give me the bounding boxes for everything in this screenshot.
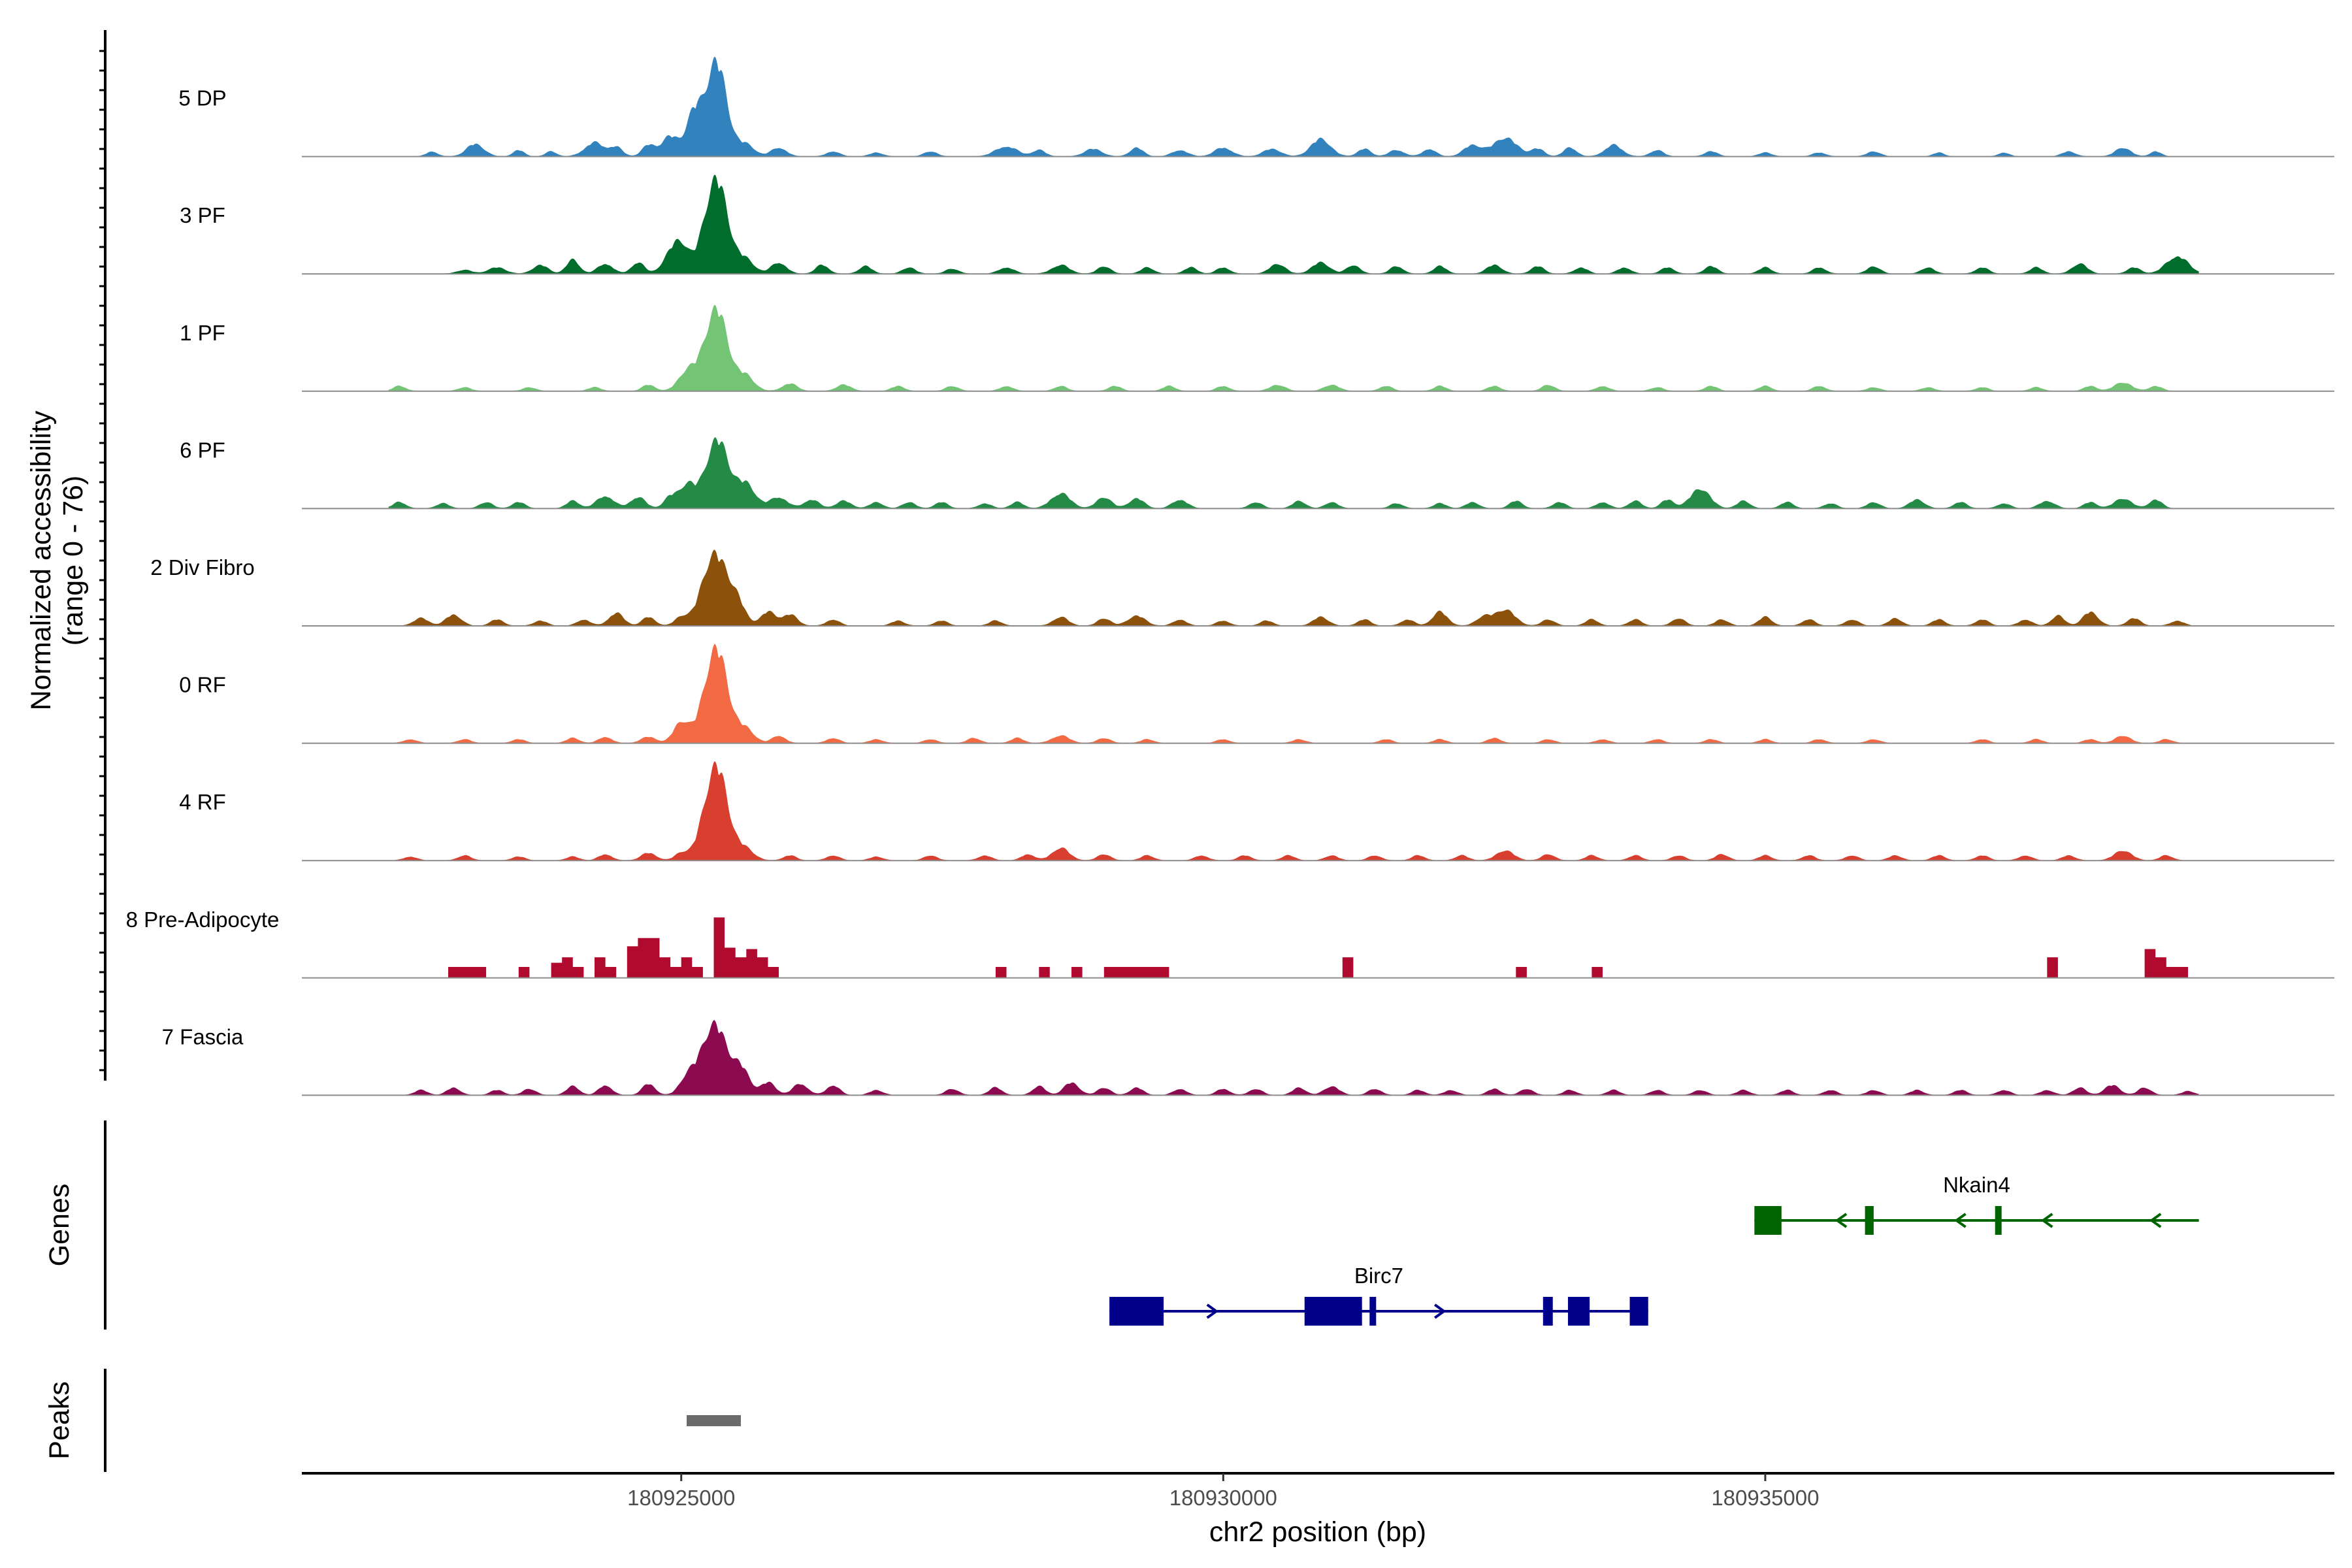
track-1-pf: 1 PF xyxy=(180,304,2334,392)
coverage-area xyxy=(388,644,2199,743)
coverage-area xyxy=(388,437,2199,509)
track-label: 4 RF xyxy=(179,790,226,814)
gene-exon xyxy=(1567,1297,1590,1326)
gene-exon xyxy=(1865,1206,1874,1235)
y-axis-title-line1: Normalized accessibility xyxy=(25,410,57,710)
track-label: 0 RF xyxy=(179,673,226,697)
track-label: 7 Fascia xyxy=(162,1024,244,1049)
x-axis-ticks: 180925000 180930000 180935000 xyxy=(627,1473,1820,1510)
gene-name-label: Nkain4 xyxy=(1943,1173,2010,1197)
gene-annotations: Nkain4 Birc7 xyxy=(1109,1173,2199,1326)
track-3-pf: 3 PF xyxy=(180,174,2334,275)
gene-exon xyxy=(1304,1297,1362,1326)
coverage-area xyxy=(388,56,2178,157)
gene-strand-arrow xyxy=(1206,1303,1219,1319)
track-0-rf: 0 RF xyxy=(179,644,2334,744)
track-label: 1 PF xyxy=(180,321,225,345)
gene-exon xyxy=(1109,1297,1164,1326)
gene-strand-arrow xyxy=(2040,1213,2053,1228)
peak-region xyxy=(687,1415,741,1426)
track-label: 3 PF xyxy=(180,203,225,227)
x-tick-label: 180935000 xyxy=(1711,1486,1819,1510)
track-2-div-fibro: 2 Div Fibro xyxy=(150,549,2334,627)
track-8-pre-adipocyte: 8 Pre-Adipocyte xyxy=(126,907,2334,979)
coverage-area xyxy=(448,917,2188,978)
x-tick-label: 180925000 xyxy=(627,1486,735,1510)
gene-exon xyxy=(1754,1206,1782,1235)
peak-regions xyxy=(687,1415,741,1426)
genes-panel-title: Genes xyxy=(44,1184,75,1267)
gene-strand-arrow xyxy=(2149,1213,2162,1228)
track-label: 5 DP xyxy=(178,86,226,110)
peaks-panel-title: Peaks xyxy=(44,1381,75,1460)
coverage-area xyxy=(388,304,2178,391)
y-axis-title-line2: (range 0 - 76) xyxy=(57,476,89,646)
coverage-area xyxy=(432,174,2199,274)
gene-exon xyxy=(1543,1297,1553,1326)
gene-strand-arrow xyxy=(1835,1213,1848,1228)
track-4-rf: 4 RF xyxy=(179,761,2334,862)
gene-exon xyxy=(1995,1206,2002,1235)
coverage-left-axis-ticks xyxy=(99,50,105,1071)
track-label: 6 PF xyxy=(180,438,225,462)
gene-exon xyxy=(1629,1297,1648,1326)
track-7-fascia: 7 Fascia xyxy=(162,1020,2334,1096)
track-6-pf: 6 PF xyxy=(180,437,2334,510)
x-axis-title: chr2 position (bp) xyxy=(1209,1516,1426,1548)
track-label: 2 Div Fibro xyxy=(150,555,255,580)
track-5-dp: 5 DP xyxy=(178,56,2334,157)
gene-exon xyxy=(1369,1297,1377,1326)
coverage-area xyxy=(388,549,2199,626)
gene-strand-arrow xyxy=(1954,1213,1967,1228)
track-label: 8 Pre-Adipocyte xyxy=(126,907,280,932)
gene-strand-arrow xyxy=(1433,1303,1446,1319)
gene-name-label: Birc7 xyxy=(1354,1264,1403,1288)
gene-birc7: Birc7 xyxy=(1109,1264,1648,1326)
coverage-area xyxy=(388,761,2199,861)
coverage-tracks: 5 DP 3 PF 1 PF 6 PF 2 Div Fibro 0 RF 4 RF 8 Pre… xyxy=(126,56,2334,1096)
coverage-area xyxy=(388,1020,2199,1096)
gene-nkain4: Nkain4 xyxy=(1754,1173,2199,1235)
x-tick-label: 180930000 xyxy=(1169,1486,1277,1510)
